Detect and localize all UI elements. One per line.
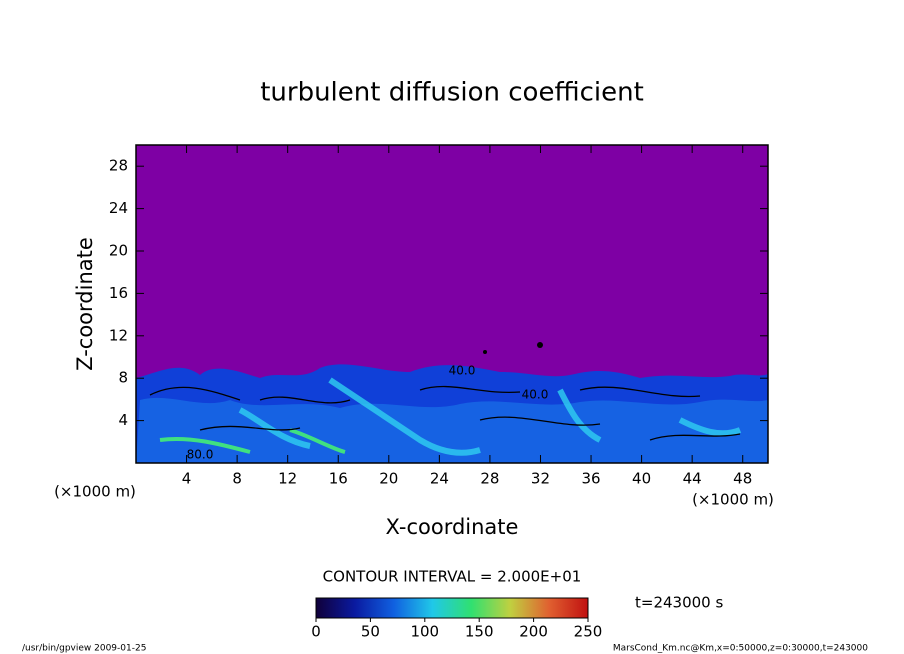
speck bbox=[483, 350, 487, 354]
y-tick-label: 28 bbox=[109, 157, 128, 175]
x-tick-label: 44 bbox=[683, 470, 702, 488]
contour-label: 80.0 bbox=[187, 448, 214, 462]
high-values bbox=[159, 428, 346, 454]
colorbar-tick-label: 150 bbox=[465, 623, 494, 641]
colorbar-tick-label: 100 bbox=[410, 623, 439, 641]
chart-title: turbulent diffusion coefficient bbox=[260, 78, 644, 108]
contour-label: 40.0 bbox=[522, 388, 549, 402]
colorbar-tick-label: 0 bbox=[311, 623, 321, 641]
y-tick-label: 24 bbox=[109, 199, 128, 217]
colorbar-tick-label: 200 bbox=[519, 623, 548, 641]
layer-shade bbox=[136, 397, 768, 463]
x-tick-label: 16 bbox=[329, 470, 348, 488]
y-tick-label: 4 bbox=[118, 411, 128, 429]
plot-frame bbox=[135, 144, 769, 464]
x-tick-label: 20 bbox=[379, 470, 398, 488]
footer-right: MarsCond_Km.nc@Km,x=0:50000,z=0:30000,t=… bbox=[613, 644, 868, 654]
footer-left: /usr/bin/gpview 2009-01-25 bbox=[22, 644, 146, 654]
colorbar-tick-label: 250 bbox=[574, 623, 603, 641]
x-tick-label: 48 bbox=[733, 470, 752, 488]
y-unit: (×1000 m) bbox=[54, 483, 136, 501]
time-label: t=243000 s bbox=[635, 594, 723, 612]
x-tick-label: 36 bbox=[581, 470, 600, 488]
colorbar bbox=[315, 597, 589, 619]
y-tick-label: 16 bbox=[109, 284, 128, 302]
speck bbox=[537, 342, 543, 348]
x-tick-label: 40 bbox=[632, 470, 651, 488]
x-tick-label: 8 bbox=[232, 470, 242, 488]
field bbox=[136, 342, 768, 463]
x-axis-label: X-coordinate bbox=[386, 515, 519, 539]
x-tick-label: 4 bbox=[182, 470, 192, 488]
contour-lines bbox=[149, 385, 741, 441]
x-unit: (×1000 m) bbox=[692, 491, 774, 509]
contour-interval: CONTOUR INTERVAL = 2.000E+01 bbox=[323, 568, 582, 586]
contour-label: 40.0 bbox=[449, 364, 476, 378]
y-tick-label: 20 bbox=[109, 242, 128, 260]
x-tick-label: 28 bbox=[480, 470, 499, 488]
x-tick-label: 24 bbox=[430, 470, 449, 488]
colorbar-tick-label: 50 bbox=[361, 623, 380, 641]
x-tick-label: 12 bbox=[278, 470, 297, 488]
y-tick-label: 12 bbox=[109, 326, 128, 344]
x-tick-label: 32 bbox=[531, 470, 550, 488]
y-axis-label: Z-coordinate bbox=[73, 237, 97, 371]
y-tick-label: 8 bbox=[118, 369, 128, 387]
